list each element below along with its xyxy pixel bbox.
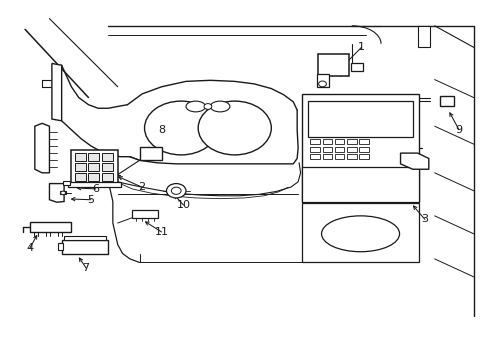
Circle shape [203,104,211,109]
Text: 5: 5 [87,195,94,205]
Ellipse shape [210,101,229,112]
Bar [88,163,99,171]
Text: 3: 3 [421,215,427,224]
Bar [334,147,344,152]
Text: 6: 6 [92,184,99,194]
Bar [439,96,453,107]
Ellipse shape [185,101,205,112]
Bar [350,63,362,71]
Bar [322,154,331,159]
Text: 2: 2 [138,182,145,192]
Circle shape [318,81,326,87]
Bar [302,167,418,202]
Bar [322,139,331,144]
Bar [75,153,85,161]
Bar [317,54,348,76]
Text: 4: 4 [26,243,34,253]
Bar [316,74,328,87]
Text: 9: 9 [454,125,462,135]
Text: 11: 11 [154,227,168,237]
Circle shape [61,191,65,195]
Bar [307,101,412,137]
Bar [346,139,356,144]
Circle shape [144,101,217,155]
Bar [310,139,320,144]
Circle shape [166,184,185,198]
Text: 8: 8 [158,125,165,135]
Bar [102,173,113,181]
Bar [30,222,71,232]
Bar [302,203,418,262]
Bar [88,173,99,181]
Text: 7: 7 [82,263,89,273]
Text: 1: 1 [357,42,364,52]
Polygon shape [49,184,64,202]
Bar [132,210,158,218]
Bar [88,153,99,161]
Bar [310,154,320,159]
Bar [102,153,113,161]
Bar [60,192,66,194]
Bar [75,173,85,181]
Bar [64,235,105,240]
Bar [310,147,320,152]
Ellipse shape [321,216,399,252]
Bar [334,154,344,159]
Circle shape [198,101,271,155]
Polygon shape [35,123,49,173]
Bar [358,147,368,152]
Polygon shape [52,63,61,121]
Bar [334,139,344,144]
Bar [75,163,85,171]
Bar [63,181,70,185]
Bar [322,147,331,152]
Bar [102,163,113,171]
Bar [346,147,356,152]
Bar [140,147,161,160]
Text: 10: 10 [176,200,190,210]
Polygon shape [400,153,428,169]
Bar [68,182,121,187]
Polygon shape [417,26,429,47]
Bar [302,94,418,202]
Bar [58,243,63,250]
Circle shape [171,187,181,194]
Bar [61,240,108,253]
Bar [71,149,118,184]
Bar [358,139,368,144]
Bar [346,154,356,159]
Bar [358,154,368,159]
